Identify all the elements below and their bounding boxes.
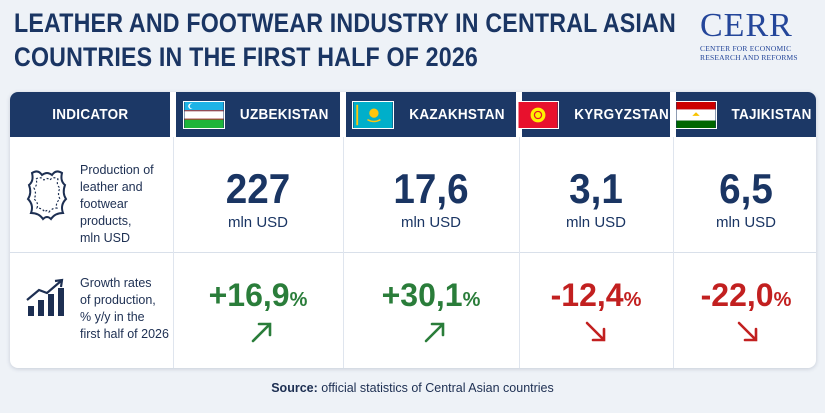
logo-wordmark: CERR [700,7,793,44]
production-unit-kyrgyzstan: mln USD [565,214,626,231]
header-indicator: INDICATOR [10,92,170,137]
header-tajikistan: TAJIKISTAN [675,92,816,137]
growth-value-uzbekistan: +16,9% [208,277,308,313]
arrow-down-right-icon [585,321,606,342]
header-kyrgyzstan: KYRGYZSTAN [517,92,670,137]
column-divider [343,137,344,368]
title-line-1: LEATHER AND FOOTWEAR INDUSTRY IN CENTRAL… [14,8,676,38]
title-line-2: COUNTRIES IN THE FIRST HALF OF 2026 [14,42,479,72]
logo-subtitle-1: CENTER FOR ECONOMIC [700,44,792,53]
production-unit-tajikistan: mln USD [715,214,776,231]
header-uzbekistan: UZBEKISTAN [176,92,340,137]
kazakhstan-flag-icon [351,100,394,129]
source-text: official statistics of Central Asian cou… [321,381,554,395]
header-kazakhstan-label: KAZAKHSTAN [409,106,505,123]
growth-value-kyrgyzstan: -12,4% [550,277,642,313]
production-unit-kazakhstan: mln USD [400,214,461,231]
column-divider [173,137,174,368]
uzbekistan-flag-icon [182,100,225,129]
production-value-tajikistan: 6,5 [719,165,773,212]
production-value-kazakhstan: 17,6 [393,165,469,212]
leather-hide-icon [26,170,68,221]
arrow-up-right-icon [251,322,272,343]
header-kazakhstan: KAZAKHSTAN [346,92,516,137]
growth-value-tajikistan: -22,0% [700,277,792,313]
arrow-down-right-icon [737,321,758,342]
column-divider [519,137,520,368]
production-unit-uzbekistan: mln USD [227,214,288,231]
table-header-row: INDICATOR UZBEKISTAN KAZAKHSTAN [10,92,816,137]
page-title: LEATHER AND FOOTWEAR INDUSTRY IN CENTRAL… [14,6,676,74]
source-label: Source: [271,381,318,395]
production-value-kyrgyzstan: 3,1 [569,165,623,212]
indicator-growth-label: Growth rates of production, % y/y in the… [80,276,169,341]
header-kyrgyzstan-label: KYRGYZSTAN [574,106,670,123]
kyrgyzstan-flag-icon [517,100,560,129]
row-divider [10,252,816,253]
growth-value-kazakhstan: +30,1% [381,277,481,313]
tajikistan-flag-icon [675,100,718,129]
indicator-production-label: Production of leather and footwear produ… [80,163,154,245]
column-divider [673,137,674,368]
production-value-uzbekistan: 227 [225,165,291,212]
cerr-logo: CERR CENTER FOR ECONOMIC RESEARCH AND RE… [700,8,818,78]
arrow-up-right-icon [424,322,445,343]
header-uzbekistan-label: UZBEKISTAN [239,106,329,123]
header-tajikistan-label: TAJIKISTAN [731,106,813,123]
data-table: INDICATOR UZBEKISTAN KAZAKHSTAN [10,92,816,368]
source-note: Source: official statistics of Central A… [0,381,825,395]
growth-chart-icon [26,278,64,316]
logo-subtitle-2: RESEARCH AND REFORMS [700,53,798,62]
